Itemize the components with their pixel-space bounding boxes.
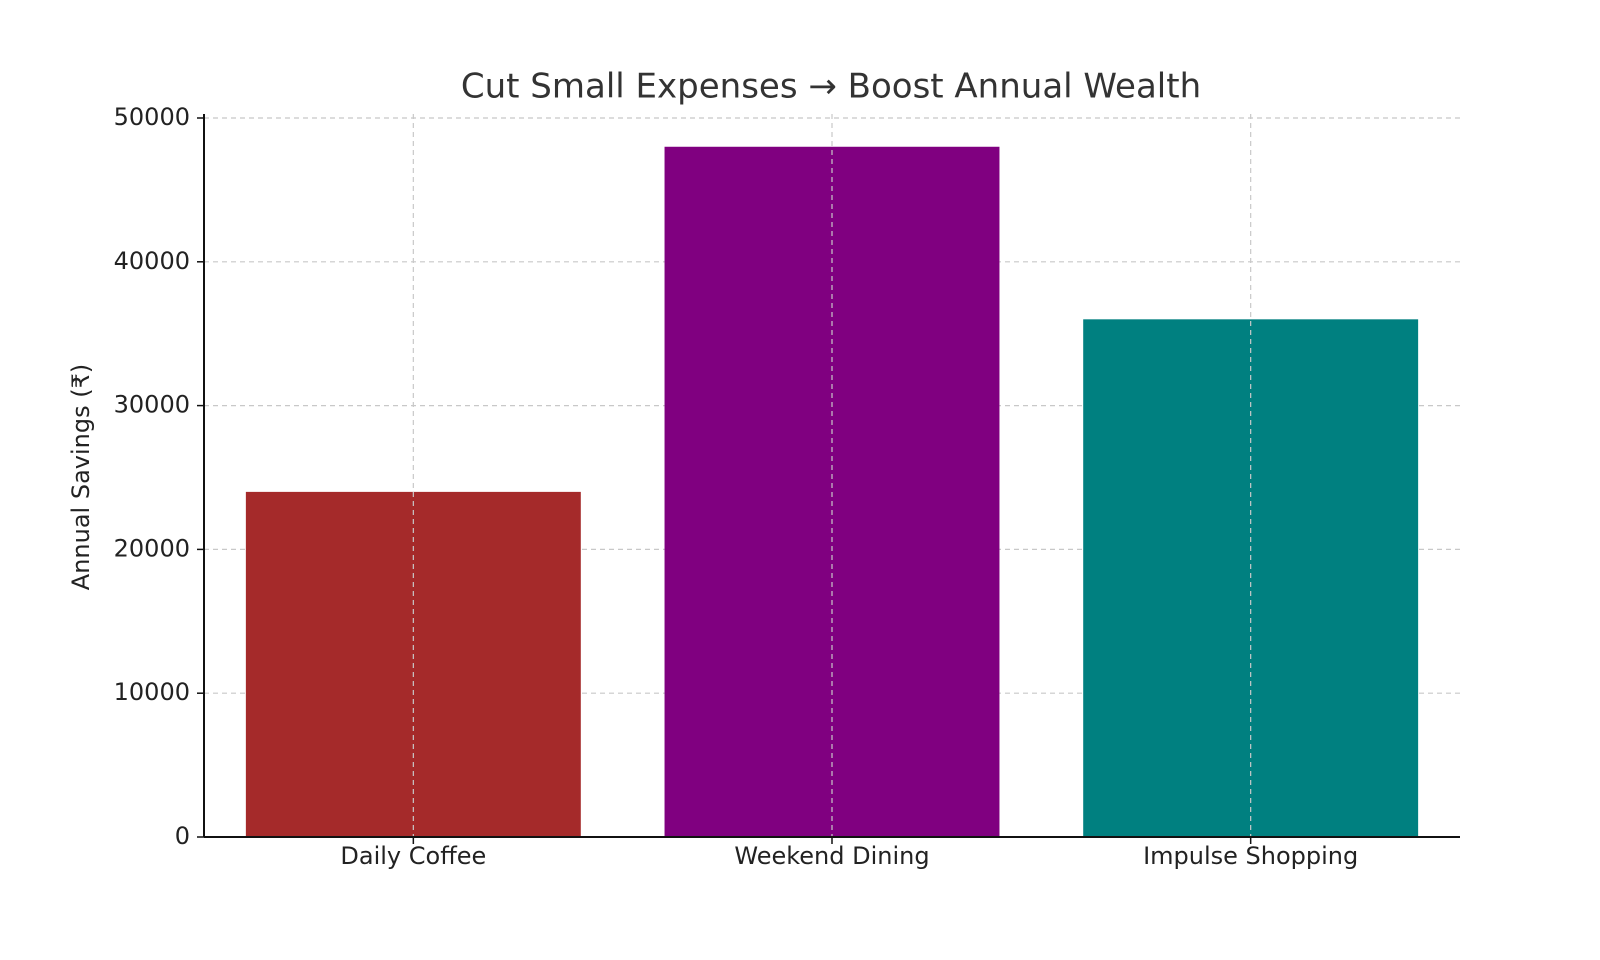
- y-tick-label: 10000: [114, 678, 190, 706]
- y-axis-label: Annual Savings (₹): [67, 364, 95, 590]
- y-tick-label: 50000: [114, 103, 190, 131]
- chart-title: Cut Small Expenses → Boost Annual Wealth: [461, 67, 1201, 107]
- y-tick-label: 30000: [114, 391, 190, 419]
- y-tick-label: 0: [175, 822, 190, 850]
- y-tick-label: 40000: [114, 247, 190, 275]
- y-tick-label: 20000: [114, 534, 190, 562]
- x-tick-label: Daily Coffee: [340, 842, 486, 870]
- x-tick-label: Weekend Dining: [734, 842, 929, 870]
- x-tick-label: Impulse Shopping: [1143, 842, 1358, 870]
